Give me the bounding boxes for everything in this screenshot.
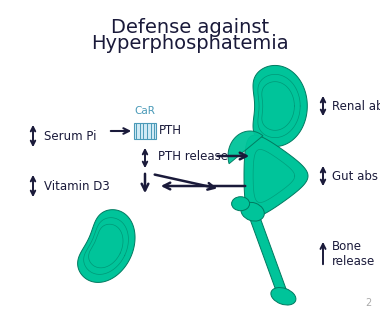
Text: Bone
release: Bone release [332, 240, 375, 268]
Bar [134, 123, 156, 139]
Polygon shape [228, 131, 263, 164]
Text: CaR: CaR [135, 106, 155, 116]
Text: PTH release: PTH release [158, 149, 228, 163]
Text: Renal abs: Renal abs [332, 100, 380, 112]
Text: PTH: PTH [159, 124, 182, 138]
Ellipse shape [241, 202, 264, 221]
Text: 2: 2 [366, 298, 372, 308]
Polygon shape [248, 210, 288, 298]
Text: Hyperphosphatemia: Hyperphosphatemia [91, 34, 289, 53]
Text: Vitamin D3: Vitamin D3 [44, 180, 110, 192]
Text: Gut abs: Gut abs [332, 170, 378, 182]
Text: Defense against: Defense against [111, 18, 269, 37]
Polygon shape [253, 65, 307, 147]
Polygon shape [78, 210, 135, 282]
Text: Serum Pi: Serum Pi [44, 129, 97, 143]
Ellipse shape [271, 288, 296, 305]
Polygon shape [244, 135, 308, 217]
Ellipse shape [231, 197, 250, 211]
